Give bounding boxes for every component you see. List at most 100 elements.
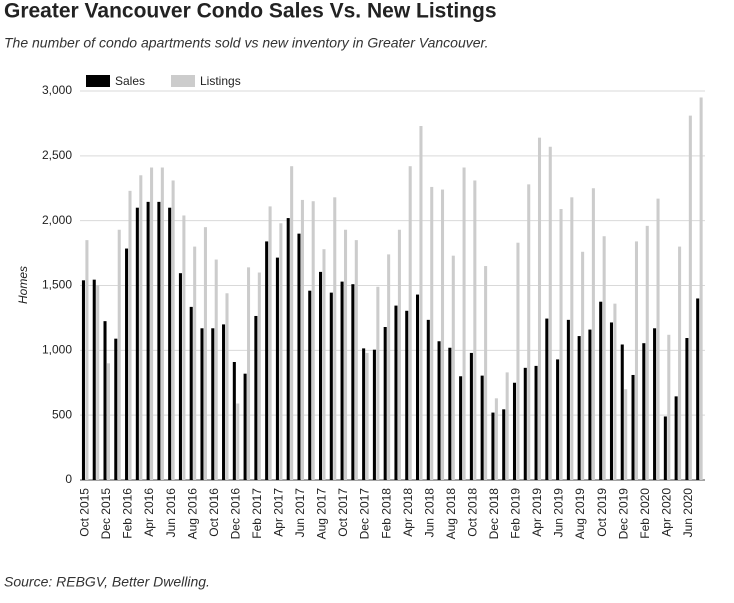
bar [620,344,624,480]
bar [236,403,240,480]
x-tick-label: Apr 2017 [272,488,286,537]
bar [642,343,646,480]
bar [678,246,682,480]
bar [243,373,247,480]
y-tick-label: 500 [52,407,72,421]
bar [397,229,401,480]
chart-subtitle: The number of condo apartments sold vs n… [4,35,489,51]
x-tick-label: Apr 2019 [530,488,544,537]
bar [211,328,215,480]
bar [297,233,301,480]
bar [200,328,204,480]
bar [275,257,279,480]
x-tick-label: Dec 2019 [616,488,630,540]
bar [365,352,369,480]
x-tick-label: Oct 2015 [78,488,92,537]
x-tick-label: Jun 2018 [422,488,436,538]
bar [523,367,527,480]
bar [150,167,154,480]
bar [139,175,143,481]
bar [527,184,531,481]
bar [512,382,517,480]
bar [537,137,542,480]
bar [419,126,423,480]
bar [663,416,667,480]
bar [494,398,498,480]
bar [225,293,229,480]
bar [128,190,132,481]
x-tick-label: Aug 2017 [315,488,329,540]
bar [81,280,85,480]
bar [160,167,164,480]
bar [265,241,269,480]
bar [645,225,649,480]
bar [609,322,614,480]
x-tick-label: Feb 2018 [379,488,393,539]
legend-swatch [86,75,110,87]
bar [92,279,96,480]
bar [146,201,150,481]
bar [290,166,294,480]
bar [459,376,463,480]
bar [462,167,466,480]
x-tick-label: Aug 2018 [444,488,458,540]
y-axis-label: Homes [16,266,30,304]
x-tick-label: Apr 2018 [401,488,415,537]
bar [480,375,484,480]
bar [286,218,290,480]
bar [591,188,595,480]
x-tick-label: Jun 2020 [681,488,695,538]
bar [426,319,430,480]
bar [222,324,226,480]
bar [577,336,581,480]
bar [484,266,488,480]
bar [362,348,366,480]
bar [516,242,520,480]
bar [448,347,452,480]
bar [106,363,110,480]
bar [171,180,175,480]
x-tick-label: Dec 2018 [487,488,501,540]
bar [634,241,639,480]
bar [268,206,272,481]
bar [125,248,129,480]
bar [696,298,700,480]
bar [300,199,304,481]
y-tick-label: 2,000 [42,213,72,227]
bar [203,227,207,480]
bar [674,396,678,480]
bar [178,273,182,480]
bar [354,240,358,480]
bar [667,334,671,480]
bar [340,281,344,480]
bar [451,255,455,480]
bar [437,341,441,480]
bar [699,97,703,480]
x-tick-label: Feb 2019 [509,488,523,539]
bar [322,249,326,480]
source-note: Source: REBGV, Better Dwelling. [4,574,210,590]
x-tick-label: Jun 2019 [552,488,566,538]
x-tick-label: Oct 2017 [336,488,350,537]
bar [157,201,161,481]
bar [254,315,258,480]
bar [333,197,337,480]
y-tick-label: 1,500 [42,278,72,292]
bar [556,359,560,480]
bar [387,254,391,480]
bar [545,318,549,480]
bar [114,338,118,480]
legend-label: Listings [200,74,241,88]
x-tick-label: Dec 2017 [358,488,372,540]
bar [247,267,251,480]
x-tick-label: Jun 2017 [293,488,307,538]
bar [103,321,107,480]
bar [329,292,333,480]
bar [96,285,100,480]
bar [189,306,193,480]
x-tick-label: Apr 2020 [659,488,673,537]
x-tick-label: Dec 2015 [99,488,113,540]
bar [117,229,121,480]
bar [376,286,380,480]
